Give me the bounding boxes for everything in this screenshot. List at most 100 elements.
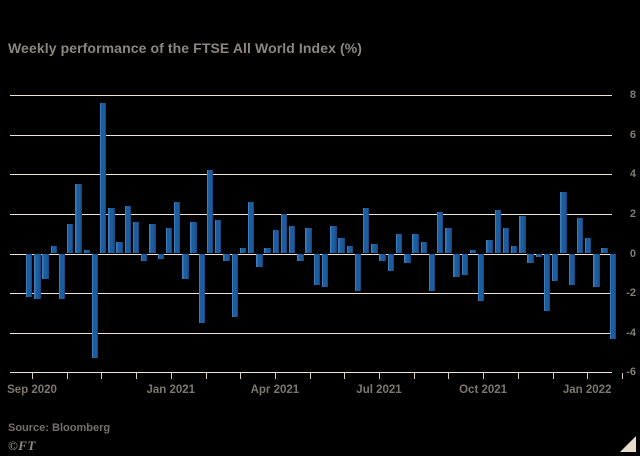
bar <box>593 253 600 288</box>
bar <box>75 184 82 254</box>
bar <box>116 241 123 254</box>
gridline <box>10 293 612 295</box>
bar <box>173 202 181 254</box>
bar <box>50 245 58 254</box>
bar <box>42 253 49 280</box>
gridline <box>10 332 612 334</box>
bar <box>552 253 559 282</box>
y-axis-tick-label: -6 <box>626 366 636 379</box>
bar <box>543 253 551 311</box>
x-axis-tick <box>483 373 485 380</box>
x-axis-tick <box>344 373 346 380</box>
x-axis-label: Oct 2021 <box>459 384 508 397</box>
bar <box>568 253 575 286</box>
y-axis-tick-label: 2 <box>629 207 636 220</box>
bar <box>404 253 411 264</box>
y-axis-tick-label: 6 <box>629 128 636 141</box>
bar <box>264 247 271 254</box>
bar <box>190 221 197 254</box>
bar <box>247 202 255 254</box>
bar <box>198 253 205 323</box>
bar <box>231 253 238 317</box>
gridline <box>10 174 612 176</box>
bar <box>34 253 41 300</box>
bar <box>67 223 74 254</box>
x-axis-tick <box>170 373 172 380</box>
bar <box>26 253 33 298</box>
x-axis-label: Sep 2020 <box>7 384 57 397</box>
bar <box>519 215 526 254</box>
bar <box>313 253 321 286</box>
bar <box>132 221 140 254</box>
y-axis-tick-label: 0 <box>629 247 636 260</box>
bar <box>58 253 66 300</box>
x-axis-label: Jan 2021 <box>146 384 196 397</box>
bar <box>576 217 584 254</box>
x-axis-tick <box>552 373 554 380</box>
x-axis-label: Jul 2021 <box>356 384 402 397</box>
gridline <box>10 213 612 215</box>
bar <box>338 237 345 254</box>
gridline <box>10 95 612 97</box>
bar <box>289 225 296 254</box>
bar <box>305 227 312 254</box>
gridline <box>10 253 612 255</box>
bar <box>363 207 370 254</box>
x-axis-tick <box>101 373 103 380</box>
bar <box>149 223 156 254</box>
bar <box>371 243 378 254</box>
bar <box>478 253 485 302</box>
bar <box>297 253 304 262</box>
bar <box>157 253 164 260</box>
y-axis-tick-label: -2 <box>626 287 636 300</box>
bar <box>330 225 337 254</box>
x-axis-tick <box>274 373 276 380</box>
bar <box>535 253 543 258</box>
gridline <box>10 372 612 374</box>
x-axis-tick <box>240 373 242 380</box>
bar <box>182 253 189 280</box>
y-axis-tick-label: 8 <box>629 89 636 102</box>
bar <box>346 245 353 254</box>
bar <box>560 192 567 254</box>
bar <box>437 211 444 254</box>
bar <box>141 253 148 262</box>
bar <box>354 253 362 292</box>
bar <box>494 209 501 254</box>
bar <box>469 249 477 254</box>
bar <box>502 227 510 254</box>
x-axis-tick <box>205 373 207 380</box>
bar <box>124 205 132 254</box>
bar <box>108 207 115 254</box>
bar <box>272 229 279 254</box>
bar <box>420 241 427 254</box>
bar <box>453 253 460 278</box>
y-axis-tick-label: 4 <box>629 168 636 181</box>
x-axis-tick <box>621 373 623 380</box>
bar <box>412 233 419 254</box>
bar <box>445 227 452 254</box>
bar <box>321 253 329 288</box>
source-label: Source: Bloomberg <box>8 422 111 434</box>
y-axis-tick-label: -4 <box>626 326 636 339</box>
x-axis-tick <box>587 373 589 380</box>
bar <box>83 249 90 254</box>
bar <box>215 219 222 254</box>
bar <box>609 253 616 339</box>
bar <box>461 253 469 276</box>
resize-corner-icon <box>620 436 636 452</box>
bar <box>527 253 534 264</box>
x-axis-tick <box>309 373 311 380</box>
ft-logo: ©FT <box>8 438 36 453</box>
bar <box>91 253 99 359</box>
gridline <box>10 134 612 136</box>
x-axis-tick <box>413 373 415 380</box>
bar <box>256 253 263 268</box>
bar <box>280 213 288 254</box>
bar <box>239 247 247 254</box>
x-axis-label: Apr 2021 <box>250 384 300 397</box>
bar <box>387 253 395 272</box>
x-axis-tick <box>379 373 380 380</box>
bar <box>584 237 592 254</box>
